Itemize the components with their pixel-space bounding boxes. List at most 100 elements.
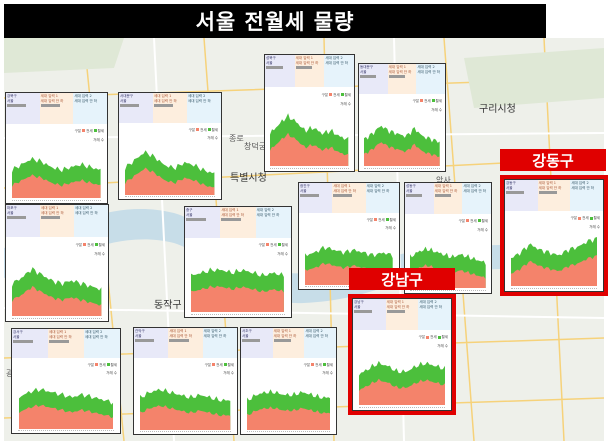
card-header: 서대문구 서울 세대 입력 1 세대 입력 안 하 세대 입력 2 세대 입력 안 하: [119, 93, 221, 123]
map-label-jongno: 종로: [229, 134, 244, 143]
header-col2: 세대 입력 1: [295, 56, 314, 60]
header-col2: 세대 입력 1: [388, 65, 407, 69]
series-jeonse-area: [359, 378, 445, 406]
chart-x-axis: [12, 318, 102, 320]
legend-prefix: 구분: [570, 216, 578, 221]
chart-legend: 구분 전세 월세: [205, 363, 234, 368]
header-col3: 세대 입력 2: [417, 65, 435, 69]
legend-wolse: 월세: [227, 362, 234, 367]
series-jeonse-area: [364, 142, 440, 167]
chart-note: 거래 수: [477, 227, 488, 232]
series-jeonse-area: [191, 285, 285, 313]
series-jeonse-area: [270, 132, 349, 166]
chart-note: 거래 수: [589, 225, 600, 230]
legend-prefix: 구분: [75, 242, 83, 247]
region-label: 서울: [13, 334, 20, 339]
card-header: 마포구 서울 세대 입력 1 세대 입력 안 하 세대 입력 2 세대 입력 안 하: [6, 205, 108, 238]
region-label: 서울: [120, 98, 127, 103]
header-col2: 세대 입력 1: [221, 208, 239, 212]
legend-prefix: 구분: [74, 128, 82, 133]
district-card-gwanak: 관악구 서울 세대 입력 1 세대 입력 안 하 세대 입력 2 세대 입력 안 하 구분 전…: [133, 327, 238, 435]
region-label: 서울: [186, 212, 193, 217]
chart-x-axis: [510, 288, 598, 290]
legend-wolse: 월세: [389, 217, 396, 222]
district-card-seongbuk: 성북구 서울 세대 입력 1 세대 입력 안 하 세대 입력 2 세대 입력 안 하 구분 전…: [264, 54, 355, 172]
chart-legend: 구분 전세 월세: [88, 363, 117, 368]
legend-prefix: 구분: [412, 98, 420, 103]
header-col3: 세대 입력 2: [85, 330, 103, 334]
chart-note: 거래 수: [385, 226, 396, 231]
header-col2: 세대 입력 1: [40, 94, 59, 98]
header-col2: 세대 입력 1: [538, 181, 557, 185]
region-label: 서울: [300, 188, 307, 193]
header-row2b: 세대 입력 안 하: [74, 98, 98, 103]
chart-legend: 구분 전세 월세: [259, 243, 288, 248]
legend-wolse: 월세: [593, 216, 600, 221]
chart-legend: 구분 전세 월세: [459, 219, 488, 224]
header-row2: 세대 입력 안 하: [434, 188, 458, 193]
legend-wolse: 월세: [281, 242, 288, 247]
legend-jeonse: 전세: [216, 362, 223, 367]
chart-note: 거래 수: [277, 251, 288, 256]
district-name: 강동구: [506, 181, 516, 185]
legend-wolse: 월세: [98, 242, 105, 247]
header-row2: 세대 입력 안 하: [273, 333, 297, 338]
chart-note: 거래 수: [106, 371, 117, 376]
chart-x-axis: [140, 431, 231, 433]
header-row2b: 세대 입력 안 하: [305, 333, 329, 338]
header-row2: 세대 입력 안 하: [154, 98, 177, 103]
district-name: 서초구: [242, 329, 252, 333]
legend-wolse: 월세: [344, 92, 351, 97]
header-row2: 세대 입력 안 하: [386, 304, 410, 309]
legend-jeonse: 전세: [378, 217, 385, 222]
card-header: 광진구 서울 세대 입력 1 세대 입력 안 하 세대 입력 2 세대 입력 안 하: [299, 183, 399, 213]
header-row2: 세대 입력 안 하: [41, 210, 64, 215]
chart-x-axis: [18, 430, 114, 432]
header-col3: 세대 입력 2: [571, 181, 589, 185]
card-header: 중구 서울 세대 입력 1 세대 입력 안 하 세대 입력 2 세대 입력 안 하: [185, 207, 291, 238]
header-row2: 세대 입력 안 하: [538, 185, 562, 190]
region-label: 서울: [242, 333, 249, 338]
chart-legend: 구분 전세 월세: [413, 99, 442, 104]
district-card-gangseo: 강서구 서울 세대 입력 1 세대 입력 안 하 세대 입력 2 세대 입력 안 하 구분 전…: [11, 328, 121, 434]
district-area-chart: [125, 149, 215, 195]
chart-x-axis: [410, 290, 486, 292]
card-header: 강북구 서울 세대 입력 1 세대 입력 안 하 세대 입력 2 세대 입력 안 하: [6, 93, 107, 124]
region-label: 서울: [7, 98, 14, 103]
header-row2: 세대 입력 안 하: [40, 98, 64, 103]
district-name: 강남구: [354, 300, 364, 304]
district-name: 중구: [186, 208, 193, 212]
legend-prefix: 구분: [258, 242, 266, 247]
region-label: 서울: [135, 333, 142, 338]
legend-prefix: 구분: [366, 217, 374, 222]
legend-wolse: 월세: [211, 127, 218, 132]
header-row2: 세대 입력 안 하: [221, 212, 244, 217]
header-col2: 세대 입력 1: [154, 94, 172, 98]
chart-note: 거래 수: [223, 371, 234, 376]
map-label-dongjak: 동작구: [154, 300, 182, 311]
region-label: 서울: [7, 210, 14, 215]
card-header: 성동구 서울 세대 입력 1 세대 입력 안 하 세대 입력 2 세대 입력 안 하: [405, 183, 491, 214]
region-label: 서울: [360, 69, 367, 74]
header-row2b: 세대 입력 안 하: [463, 188, 487, 193]
header-col3: 세대 입력 2: [325, 56, 343, 60]
region-label: 서울: [506, 185, 513, 190]
header-row2b: 세대 입력 안 하: [75, 210, 98, 215]
header-row2: 세대 입력 안 하: [169, 333, 192, 338]
district-name: 성동구: [406, 184, 416, 188]
header-row2: 세대 입력 안 하: [295, 60, 319, 65]
header-row2b: 세대 입력 안 하: [417, 69, 441, 74]
district-area-chart: [18, 387, 114, 429]
legend-wolse: 월세: [435, 98, 442, 103]
district-name: 마포구: [7, 206, 17, 210]
card-header: 서초구 서울 세대 입력 1 세대 입력 안 하 세대 입력 2 세대 입력 안 하: [241, 328, 336, 358]
district-area-chart: [364, 125, 440, 167]
region-label: 서울: [406, 188, 413, 193]
legend-jeonse: 전세: [270, 242, 277, 247]
chart-legend: 구분 전세 월세: [304, 363, 333, 368]
chart-x-axis: [270, 168, 349, 170]
header-col2: 세대 입력 1: [49, 330, 67, 334]
legend-prefix: 구분: [204, 362, 212, 367]
header-col2: 세대 입력 1: [434, 184, 453, 188]
header-col2: 세대 입력 1: [386, 300, 405, 304]
